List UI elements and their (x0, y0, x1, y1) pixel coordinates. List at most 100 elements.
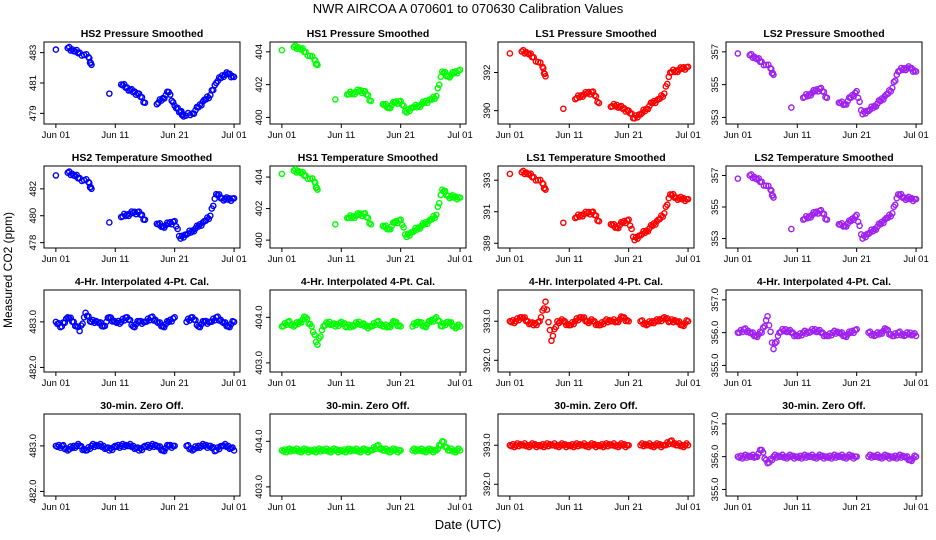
x-tick-label: Jun 11 (783, 130, 811, 141)
data-point (675, 195, 683, 202)
chart-panel: HS1 Pressure Smoothed Jun 01 Jun 11 Jun 21 J… (254, 28, 473, 141)
data-point (433, 447, 440, 454)
data-point (912, 195, 920, 203)
data-point (386, 225, 394, 233)
y-tick-label: 389 (482, 235, 493, 251)
data-point (889, 210, 896, 217)
data-point (868, 226, 875, 233)
x-tick-label: Jul 01 (675, 378, 700, 389)
chart-panel: HS2 Pressure Smoothed Jun 01 Jun 11 Jun 21 J… (28, 28, 247, 141)
data-point (759, 449, 767, 456)
y-tick-label: 400 (254, 110, 265, 126)
data-point (190, 110, 198, 117)
data-point (856, 98, 863, 106)
data-point (626, 222, 634, 229)
data-point (209, 202, 217, 210)
x-tick-label: Jun 21 (842, 130, 871, 141)
panel-frame (43, 413, 241, 497)
data-point (770, 345, 777, 353)
x-tick-label: Jun 01 (268, 254, 297, 265)
data-point (435, 81, 443, 89)
data-point (433, 211, 440, 219)
data-point (770, 194, 777, 201)
data-point (314, 341, 321, 348)
x-tick-label: Jun 11 (101, 378, 129, 389)
x-tick-label: Jun 21 (614, 130, 643, 141)
data-point (759, 324, 767, 331)
data-point (153, 100, 161, 108)
data-point (842, 101, 850, 108)
y-tick-label: 355 (710, 199, 721, 215)
data-point (456, 66, 464, 74)
chart-panel: 30-min. Zero Off. Jun 01 Jun 11 Jun 21 Jul 0… (254, 400, 473, 513)
data-point (230, 447, 238, 454)
panel-title: LS2 Pressure Smoothed (763, 28, 884, 40)
data-point (311, 331, 318, 338)
chart-panel: 4-Hr. Interpolated 4-Pt. Cal. Jun 01 Jun 1… (254, 276, 473, 389)
data-point (169, 99, 177, 106)
y-tick-label: 357 (710, 44, 721, 60)
panel-title: HS2 Temperature Smoothed (72, 152, 212, 164)
x-tick-label: Jul 01 (221, 502, 246, 513)
x-tick-label: Jul 01 (221, 130, 246, 141)
x-tick-label: Jun 01 (42, 130, 71, 141)
data-point (661, 90, 668, 97)
data-point (106, 219, 113, 226)
data-point (293, 319, 301, 326)
x-tick-label: Jun 21 (614, 502, 643, 513)
data-point (577, 211, 585, 219)
panel-title: HS1 Pressure Smoothed (307, 28, 430, 40)
x-tick-label: Jun 01 (724, 254, 753, 265)
x-tick-label: Jun 21 (160, 254, 189, 265)
data-point (788, 104, 795, 111)
data-point (171, 314, 178, 321)
x-tick-label: Jul 01 (447, 378, 472, 389)
data-point (400, 224, 407, 231)
panel-frame (725, 289, 923, 373)
data-point (625, 317, 632, 325)
data-point (644, 105, 652, 113)
x-tick-label: Jun 11 (327, 502, 355, 513)
data-point (545, 318, 552, 326)
data-point (851, 89, 859, 97)
data-point (912, 332, 920, 340)
data-point (912, 453, 920, 460)
data-point (400, 102, 407, 110)
data-point (367, 97, 375, 105)
y-tick-label: 404.0 (254, 305, 265, 329)
panel-title: HS2 Pressure Smoothed (81, 28, 204, 40)
data-point (764, 312, 771, 320)
panel-title: LS1 Temperature Smoothed (526, 152, 665, 164)
x-tick-label: Jun 11 (101, 254, 129, 265)
data-point (853, 453, 860, 460)
data-point (762, 61, 770, 69)
data-point (595, 217, 603, 225)
panel-frame (497, 41, 695, 125)
y-tick-label: 402 (254, 77, 265, 93)
chart-panel: 4-Hr. Interpolated 4-Pt. Cal. Jun 01 Jun 1… (710, 276, 929, 389)
y-tick-label: 393.0 (482, 309, 493, 333)
chart-panel: 30-min. Zero Off. Jun 01 Jun 11 Jun 21 Jul 0… (28, 400, 247, 513)
data-point (661, 210, 668, 217)
data-point (156, 319, 164, 326)
chart-panel: 30-min. Zero Off. Jun 01 Jun 11 Jun 21 Jul 0… (482, 400, 701, 513)
data-point (456, 194, 464, 201)
y-tick-label: 357.0 (710, 412, 721, 436)
x-tick-label: Jul 01 (221, 254, 246, 265)
data-point (823, 216, 831, 223)
x-tick-label: Jun 01 (42, 254, 71, 265)
data-point (230, 73, 238, 81)
x-tick-label: Jul 01 (675, 130, 700, 141)
data-point (418, 319, 425, 326)
y-tick-label: 402 (254, 201, 265, 217)
data-point (760, 61, 768, 69)
data-point (672, 67, 680, 74)
data-point (434, 203, 442, 211)
x-tick-label: Jun 11 (555, 130, 583, 141)
data-point (589, 88, 597, 95)
x-tick-label: Jun 11 (101, 502, 129, 513)
y-tick-label: 357.0 (710, 288, 721, 312)
data-point (141, 216, 149, 224)
panel-title: LS1 Pressure Smoothed (535, 28, 656, 40)
